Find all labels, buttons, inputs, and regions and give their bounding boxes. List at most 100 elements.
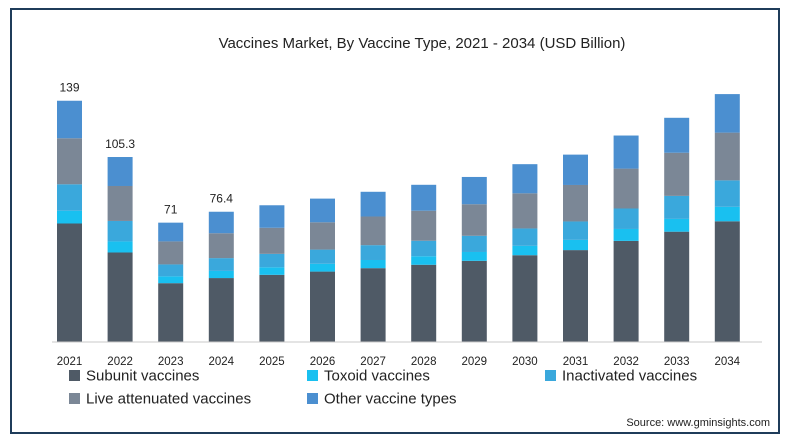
bar-segment-2031-4 [563, 154, 588, 185]
bar-segment-2029-2 [461, 235, 487, 252]
bar-segment-2027-3 [360, 216, 386, 246]
bar-segment-2024-1 [208, 270, 234, 279]
bar-segment-2029-4 [461, 176, 487, 205]
x-tick-2026: 2026 [310, 356, 336, 368]
bar-segment-2034-4 [714, 94, 740, 133]
bar-segment-2029-3 [461, 204, 487, 236]
legend-swatch-3 [69, 393, 80, 404]
bar-segment-2027-0 [360, 268, 386, 342]
bar-segment-2022-2 [107, 220, 133, 242]
bar-segment-2031-3 [563, 184, 588, 222]
bar-segment-2024-2 [208, 258, 234, 271]
bar-segment-2024-4 [208, 211, 234, 234]
bar-segment-2025-2 [259, 253, 285, 268]
bar-segment-2024-3 [208, 233, 234, 259]
bar-segment-2030-0 [512, 255, 538, 342]
bar-segment-2028-3 [411, 210, 437, 241]
legend-label-0: Subunit vaccines [86, 368, 199, 385]
bar-segment-2023-2 [158, 264, 184, 277]
bar-segment-2033-2 [664, 195, 690, 219]
x-tick-2025: 2025 [259, 356, 285, 368]
bar-segment-2026-2 [310, 249, 335, 264]
bar-segment-2034-2 [714, 180, 740, 207]
legend-swatch-1 [307, 370, 318, 381]
bar-segment-2032-0 [613, 240, 639, 342]
bar-segment-2021-3 [57, 138, 82, 185]
bar-segment-2032-3 [613, 168, 639, 209]
x-tick-2033: 2033 [664, 356, 690, 368]
bar-segment-2029-0 [461, 260, 487, 342]
legend-swatch-0 [69, 370, 80, 381]
data-label-2024: 76.4 [210, 192, 234, 206]
bar-segment-2021-2 [57, 184, 82, 211]
bar-segment-2022-1 [107, 241, 133, 253]
legend-swatch-2 [545, 370, 556, 381]
source-note: Source: www.gminsights.com [626, 417, 770, 429]
x-tick-2023: 2023 [158, 356, 184, 368]
bar-segment-2023-4 [158, 222, 184, 242]
legend-label-2: Inactivated vaccines [562, 368, 697, 385]
bar-segment-2030-3 [512, 193, 538, 229]
chart-frame: Vaccines Market, By Vaccine Type, 2021 -… [10, 8, 780, 434]
legend-swatch-4 [307, 393, 318, 404]
bar-segment-2030-2 [512, 228, 538, 246]
bar-segment-2024-0 [208, 278, 234, 342]
bar-segment-2027-4 [360, 191, 386, 217]
bar-segment-2034-3 [714, 132, 740, 181]
data-labels: 139 105.3 71 76.4 [59, 81, 233, 217]
bars-group [57, 94, 740, 342]
bar-segment-2032-2 [613, 208, 639, 229]
data-label-2022: 105.3 [105, 137, 135, 151]
bar-segment-2025-0 [259, 274, 285, 342]
bar-segment-2026-0 [310, 271, 335, 342]
legend-label-3: Live attenuated vaccines [86, 391, 251, 408]
bar-segment-2027-2 [360, 245, 386, 260]
bar-segment-2032-1 [613, 228, 639, 241]
bar-segment-2021-1 [57, 210, 82, 224]
bar-segment-2025-1 [259, 267, 285, 275]
bar-segment-2033-3 [664, 152, 690, 196]
bar-segment-2026-1 [310, 263, 335, 272]
bar-segment-2029-1 [461, 251, 487, 261]
bar-segment-2023-3 [158, 241, 184, 265]
x-tick-2022: 2022 [107, 356, 133, 368]
bar-segment-2022-4 [107, 157, 133, 186]
bar-segment-2032-4 [613, 135, 639, 169]
x-tick-2028: 2028 [411, 356, 437, 368]
data-label-2023: 71 [164, 203, 178, 217]
legend-label-4: Other vaccine types [324, 391, 457, 408]
legend: Subunit vaccines Toxoid vaccines Inactivat… [69, 368, 697, 408]
x-tick-2024: 2024 [209, 356, 235, 368]
bar-segment-2021-4 [57, 100, 82, 139]
bar-segment-2028-2 [411, 240, 437, 257]
bar-segment-2031-1 [563, 239, 588, 251]
x-tick-2021: 2021 [57, 356, 83, 368]
bar-segment-2023-0 [158, 283, 184, 342]
bar-segment-2025-3 [259, 227, 285, 254]
x-tick-2032: 2032 [613, 356, 639, 368]
chart-title: Vaccines Market, By Vaccine Type, 2021 -… [219, 35, 626, 52]
bar-segment-2031-0 [563, 250, 588, 342]
data-label-2021: 139 [59, 81, 79, 95]
legend-label-1: Toxoid vaccines [324, 368, 430, 385]
bar-segment-2033-0 [664, 231, 690, 342]
bar-segment-2028-0 [411, 264, 437, 342]
bar-segment-2027-1 [360, 259, 386, 269]
x-tick-2029: 2029 [462, 356, 488, 368]
x-tick-labels: 2021 2022 2023 2024 2025 2026 2027 2028 2029 2030… [57, 356, 741, 368]
bar-segment-2030-4 [512, 164, 538, 194]
vaccines-market-chart: Vaccines Market, By Vaccine Type, 2021 -… [52, 35, 770, 429]
bar-segment-2028-1 [411, 256, 437, 265]
bar-segment-2028-4 [411, 184, 437, 211]
x-tick-2027: 2027 [360, 356, 386, 368]
bar-segment-2022-3 [107, 185, 133, 221]
bar-segment-2026-4 [310, 198, 335, 223]
bar-segment-2025-4 [259, 205, 285, 228]
bar-segment-2030-1 [512, 245, 538, 256]
bar-segment-2026-3 [310, 222, 335, 250]
bar-segment-2031-2 [563, 221, 588, 240]
bar-segment-2022-0 [107, 252, 133, 342]
bar-segment-2034-0 [714, 221, 740, 342]
x-tick-2031: 2031 [563, 356, 589, 368]
bar-segment-2021-0 [57, 223, 82, 342]
